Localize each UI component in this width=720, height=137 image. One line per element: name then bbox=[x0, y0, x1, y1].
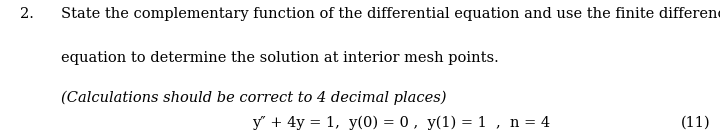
Text: equation to determine the solution at interior mesh points.: equation to determine the solution at in… bbox=[61, 51, 499, 65]
Text: 2.: 2. bbox=[20, 7, 34, 21]
Text: State the complementary function of the differential equation and use the finite: State the complementary function of the … bbox=[61, 7, 720, 21]
Text: (Calculations should be correct to 4 decimal places): (Calculations should be correct to 4 dec… bbox=[61, 90, 446, 105]
Text: y″ + 4y = 1,  y(0) = 0 ,  y(1) = 1  ,  n = 4: y″ + 4y = 1, y(0) = 0 , y(1) = 1 , n = 4 bbox=[252, 116, 550, 130]
Text: (11): (11) bbox=[680, 116, 710, 130]
